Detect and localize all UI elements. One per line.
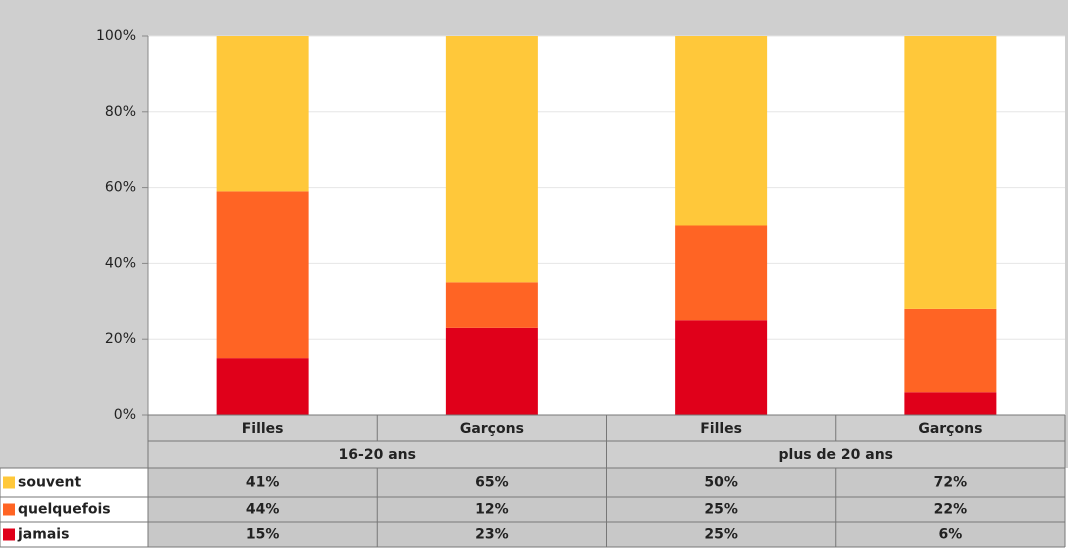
bar-segment — [675, 225, 768, 321]
y-tick-label: 60% — [105, 180, 136, 196]
bar-segment — [445, 282, 538, 328]
data-label: 15% — [246, 527, 280, 543]
bar-segment — [445, 36, 538, 283]
data-label: 22% — [934, 502, 968, 518]
data-label: 12% — [475, 502, 509, 518]
y-tick-label: 0% — [114, 407, 136, 423]
y-tick-label: 20% — [105, 331, 136, 347]
legend-label: quelquefois — [18, 502, 111, 518]
legend-label: souvent — [18, 475, 82, 491]
y-tick-label: 100% — [96, 28, 136, 44]
data-label: 72% — [934, 475, 968, 491]
data-label: 25% — [704, 527, 738, 543]
bar-segment — [675, 320, 768, 415]
x-tick-label: Garçons — [460, 421, 524, 437]
legend-swatch — [3, 528, 15, 541]
group-label: 16-20 ans — [339, 447, 416, 463]
data-label: 50% — [704, 475, 738, 491]
bar-segment — [445, 327, 538, 415]
data-label: 44% — [246, 502, 280, 518]
data-label: 41% — [246, 475, 280, 491]
data-label: 6% — [938, 527, 962, 543]
data-label: 25% — [704, 502, 738, 518]
bar-segment — [904, 308, 997, 393]
x-tick-label: Filles — [242, 421, 284, 437]
data-label: 65% — [475, 475, 509, 491]
legend-swatch — [3, 503, 15, 516]
legend-label: jamais — [17, 527, 69, 543]
y-tick-label: 40% — [105, 255, 136, 271]
legend-swatch — [3, 476, 15, 489]
bar-segment — [216, 191, 309, 359]
x-tick-label: Filles — [700, 421, 742, 437]
bar-segment — [904, 36, 997, 309]
bar-segment — [675, 36, 768, 226]
bar-segment — [216, 36, 309, 192]
data-label: 23% — [475, 527, 509, 543]
bar-segment — [904, 392, 997, 415]
bar-segment — [216, 358, 309, 415]
group-label: plus de 20 ans — [779, 447, 894, 463]
y-tick-label: 80% — [105, 104, 136, 120]
x-tick-label: Garçons — [918, 421, 982, 437]
